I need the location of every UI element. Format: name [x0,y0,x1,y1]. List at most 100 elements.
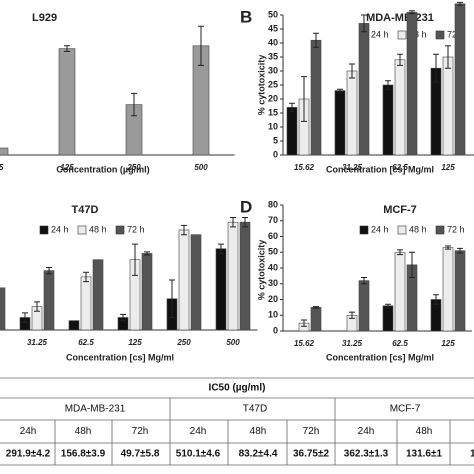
bar [92,259,104,331]
y-tick-label: 0 [273,149,278,159]
x-axis-label: Concentration [cs] Mg/ml [66,352,174,362]
table-title: IC50 (µg/ml) [209,383,266,394]
error-bar [445,245,451,250]
bar [178,229,190,331]
error-bar [361,14,367,33]
legend-swatch [115,225,125,235]
error-bar [457,247,463,254]
y-tick-label: 50 [268,9,278,19]
error-bar [64,45,70,52]
bar [358,23,370,156]
y-tick-label: 80 [268,199,278,209]
x-tick-label: 31.25 [27,338,48,347]
bar [0,147,9,156]
y-tick-label: 70 [268,215,278,225]
error-bar [433,53,439,83]
bar [0,287,6,331]
chart-title: MDA-MB-231 [366,12,434,24]
y-tick-label: 20 [268,93,278,103]
y-tick-label: 15 [268,107,278,117]
bar [43,270,55,331]
bar [394,251,406,332]
y-axis-label: % cytotoxicity [256,55,266,116]
error-bar [132,243,138,276]
y-tick-label: 0 [273,325,278,335]
y-tick-label: 20 [268,294,278,304]
bar [454,3,466,156]
legend-label: 24 h [371,29,389,39]
table-subheader: 24h [190,426,207,437]
error-bar [120,313,126,322]
table-subheader: 72h [132,426,149,437]
error-bar [198,25,204,66]
legend-label: 48 h [409,29,427,39]
panel-label: D [240,197,252,216]
y-tick-label: 40 [268,37,278,47]
error-bar [457,1,463,6]
table-group: MDA-MB-231 [65,404,126,415]
table-cell: 36.75±2 [293,449,330,460]
x-tick-label: 500 [194,163,208,172]
bar [382,84,394,156]
error-bar [289,102,295,113]
error-bar [22,312,28,323]
error-bar [445,45,451,69]
error-bar [301,76,307,122]
error-bar [385,303,391,308]
error-bar [242,217,248,228]
table-subheader: 48h [75,426,92,437]
table-cell: 83.2±4.4 [239,449,278,460]
legend-label: 24 h [371,224,389,234]
legend-swatch [435,225,445,235]
x-tick-label: 62.5 [392,339,408,348]
error-bar [218,243,224,254]
y-tick-label: 5 [273,135,278,145]
bar [382,305,394,332]
table-cell: 291.9±4.2 [6,449,51,460]
bar [227,221,239,331]
y-tick-label: 10 [268,121,278,131]
error-bar [230,217,236,228]
x-tick-label: 250 [176,338,191,347]
x-tick-label: 125 [441,339,455,348]
x-tick-label: 125 [441,163,455,172]
x-tick-label: 500 [226,338,240,347]
error-bar [349,311,355,319]
legend-swatch [397,30,407,40]
y-tick-label: 30 [268,278,278,288]
legend-swatch [359,225,369,235]
y-tick-label: 40 [268,262,278,272]
legend-label: 48 h [89,224,107,234]
y-tick-label: 30 [268,65,278,75]
error-bar [131,92,137,117]
legend-swatch [77,225,87,235]
chart-title: L929 [32,12,57,24]
error-bar [409,10,415,15]
table-subheader: 48h [416,426,433,437]
y-tick-label: 35 [268,51,278,61]
table-subheader: 24h [358,426,375,437]
chart-title: T47D [72,204,99,216]
x-tick-label: .5 [0,163,4,172]
error-bar [46,267,52,275]
legend-swatch [435,30,445,40]
y-tick-label: 50 [268,247,278,257]
chart-title: MCF-7 [383,204,417,216]
x-axis-label: Concentration [cs] Mg/ml [326,164,434,174]
bar [310,39,322,156]
legend-label: 24 h [51,224,69,234]
x-tick-label: 15.62 [294,163,315,172]
table-cell: 49.7±5.8 [121,449,160,460]
error-bar [169,279,175,318]
y-axis-label: % cytotoxicity [256,240,266,301]
bar [141,253,153,331]
bar [310,307,322,332]
bar [58,48,76,156]
table-subheader: 24h [20,426,37,437]
error-bar [349,63,355,79]
table-cell: 156.8±3.9 [61,449,106,460]
error-bar [83,271,89,283]
table-subheader: 48h [250,426,267,437]
